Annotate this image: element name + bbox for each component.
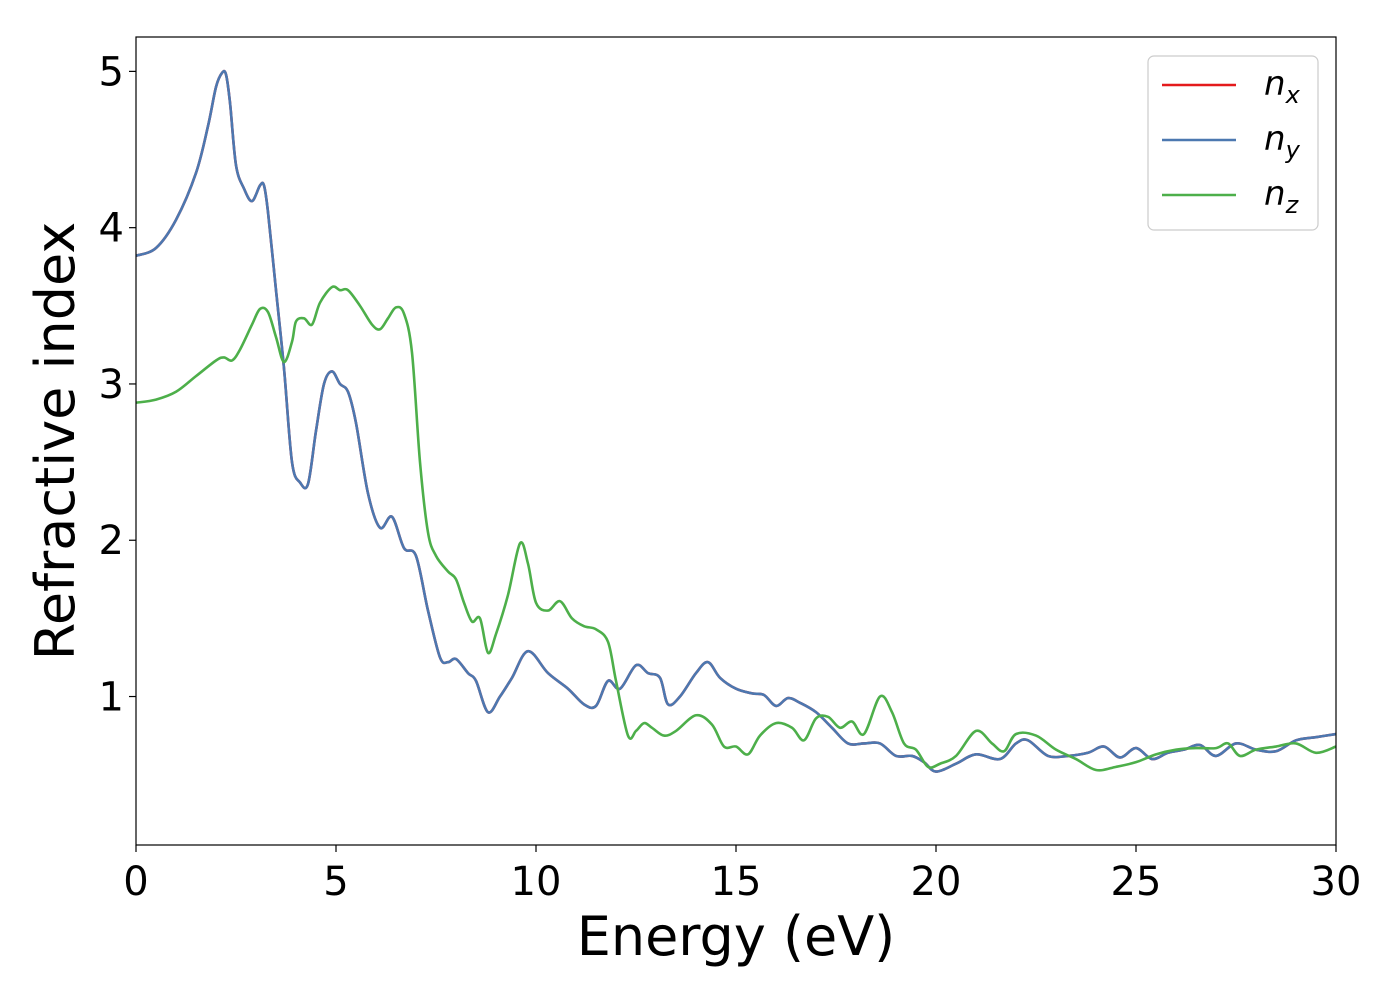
legend-label-nz: nz (1264, 174, 1300, 219)
y-tick-label: 3 (99, 362, 124, 408)
x-tick-label: 25 (1111, 859, 1162, 905)
legend-label-nx: nx (1264, 64, 1301, 109)
x-axis-title: Energy (eV) (577, 905, 896, 968)
y-axis-title: Refractive index (24, 222, 87, 661)
legend: nx ny nz (1147, 55, 1319, 231)
x-tick-label: 15 (711, 859, 762, 905)
x-tick-label: 30 (1311, 859, 1362, 905)
series-line-nz (135, 285, 1337, 772)
y-tick-label: 2 (99, 518, 124, 564)
x-tick-label: 10 (511, 859, 562, 905)
y-tick-label: 5 (99, 49, 124, 95)
series-line-ny (135, 69, 1337, 773)
series-lines (135, 69, 1337, 773)
legend-label-ny: ny (1264, 119, 1301, 164)
x-tick-label: 5 (323, 859, 348, 905)
legend-box (1147, 55, 1319, 231)
y-tick-label: 1 (99, 675, 124, 721)
y-tick-label: 4 (99, 206, 124, 252)
axis-ticks: 0 5 10 15 20 25 30 1 2 3 4 5 (99, 49, 1362, 905)
x-tick-label: 20 (911, 859, 962, 905)
x-tick-label: 0 (123, 859, 148, 905)
